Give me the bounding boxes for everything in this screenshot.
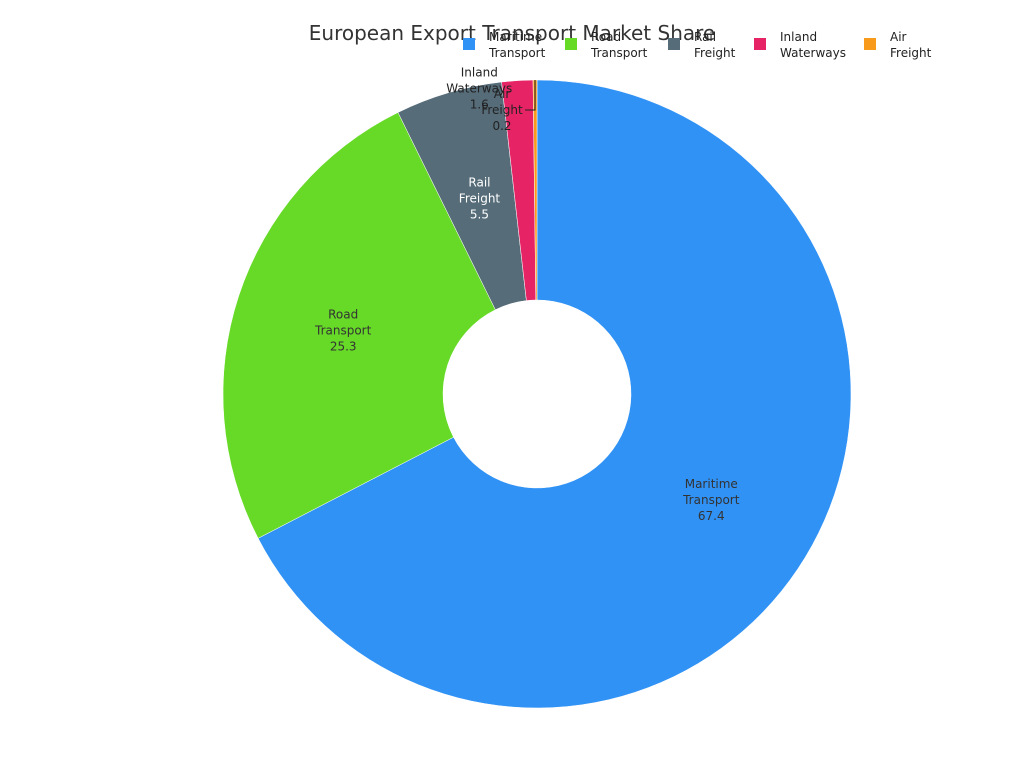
slice-label-maritime-transport: Maritime Transport 67.4 xyxy=(682,477,740,523)
legend-swatch-inland-waterways xyxy=(754,38,766,50)
slice-label-air-freight: Air Freight 0.2 xyxy=(481,87,523,133)
slice-air-freight xyxy=(532,79,538,301)
chart-title: European Export Transport Market Share xyxy=(309,21,715,45)
legend-label-road-transport: Road Transport xyxy=(590,30,648,60)
legend-item-maritime-transport[interactable]: Maritime Transport xyxy=(463,30,546,60)
legend-item-road-transport[interactable]: Road Transport xyxy=(565,30,648,60)
legend-swatch-rail-freight xyxy=(668,38,680,50)
legend-label-rail-freight: Rail Freight xyxy=(694,30,736,60)
slice-maritime-transport xyxy=(257,79,852,709)
legend-swatch-air-freight xyxy=(864,38,876,50)
slice-label-inland-waterways: Inland Waterways 1.6 xyxy=(446,66,512,112)
legend-label-inland-waterways: Inland Waterways xyxy=(780,30,846,60)
legend-swatch-road-transport xyxy=(565,38,577,50)
legend-label-maritime-transport: Maritime Transport xyxy=(488,30,546,60)
legend-swatch-maritime-transport xyxy=(463,38,475,50)
slice-label-road-transport: Road Transport 25.3 xyxy=(314,307,372,353)
slice-labels: Maritime Transport 67.4 Road Transport 25.3 Ra… xyxy=(314,66,740,523)
leader-line-air-freight xyxy=(525,80,536,111)
legend-item-air-freight[interactable]: Air Freight xyxy=(864,30,932,60)
legend-item-rail-freight[interactable]: Rail Freight xyxy=(668,30,736,60)
legend-label-air-freight: Air Freight xyxy=(890,30,932,60)
chart-legend: Maritime Transport Road Transport Rail Freigh… xyxy=(463,30,932,60)
slice-road-transport xyxy=(222,112,496,539)
legend-item-inland-waterways[interactable]: Inland Waterways xyxy=(754,30,846,60)
slice-label-rail-freight: Rail Freight 5.5 xyxy=(459,175,501,221)
donut-slices xyxy=(222,79,852,709)
